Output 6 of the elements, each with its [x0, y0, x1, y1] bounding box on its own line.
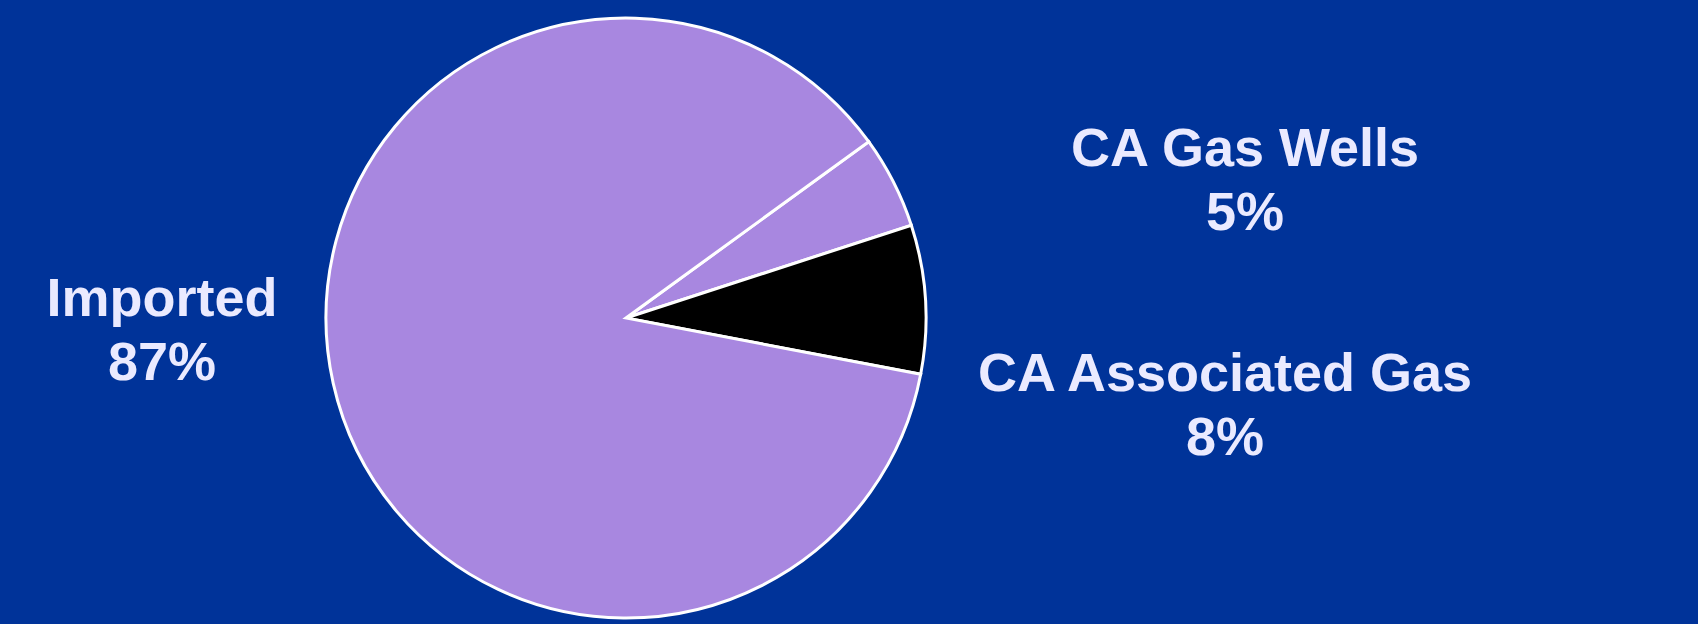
data-label: 5% [1205, 181, 1285, 241]
slice-label: CA Associated Gas [977, 342, 1473, 402]
slice-label: CA Gas Wells [1070, 117, 1420, 177]
data-label: 87% [107, 331, 217, 391]
slice-label: Imported [46, 267, 278, 327]
data-label: 8% [1185, 406, 1265, 466]
